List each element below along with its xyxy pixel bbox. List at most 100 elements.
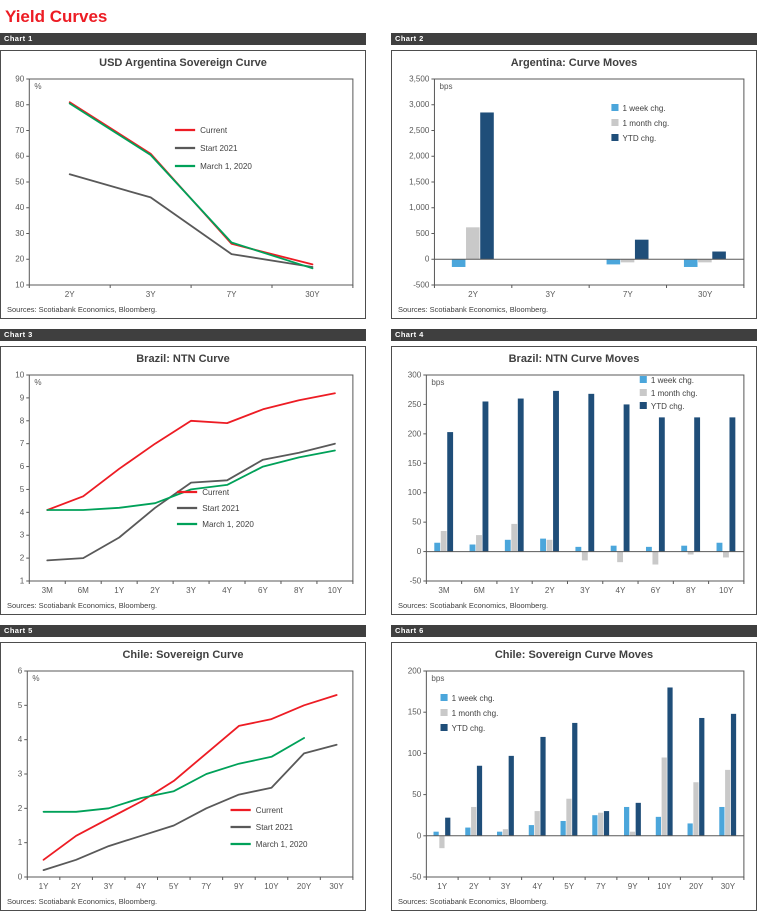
svg-text:90: 90 xyxy=(15,75,25,84)
svg-text:1Y: 1Y xyxy=(510,586,521,595)
svg-text:0: 0 xyxy=(18,873,23,882)
chart-1-tag: Chart 1 xyxy=(0,33,366,45)
svg-text:10Y: 10Y xyxy=(657,882,672,891)
svg-text:bps: bps xyxy=(431,674,444,683)
chart-6-canvas: -50 0 50 100 150 200 1Y 2Y 3Y 4Y 5Y 7Y 9Y 10Y 20Y 30Y bp… xyxy=(408,667,745,891)
svg-text:1: 1 xyxy=(18,838,23,847)
charts-grid: Chart 1 USD Argentina Sovereign Curve 10… xyxy=(0,33,757,911)
chart-3-panel: Brazil: NTN Curve 1 2 3 4 5 6 7 8 9 10 3M 6M 1Y 2Y 3Y 4… xyxy=(0,346,366,615)
svg-text:1 month chg.: 1 month chg. xyxy=(651,389,698,398)
svg-text:3Y: 3Y xyxy=(546,290,557,299)
svg-text:250: 250 xyxy=(408,400,422,409)
svg-text:2,000: 2,000 xyxy=(409,152,430,161)
svg-text:5Y: 5Y xyxy=(564,882,575,891)
svg-text:1,000: 1,000 xyxy=(409,203,430,212)
svg-text:2Y: 2Y xyxy=(468,290,479,299)
svg-text:4: 4 xyxy=(20,508,25,517)
svg-text:30Y: 30Y xyxy=(329,882,344,891)
svg-text:3: 3 xyxy=(20,531,25,540)
chart-5-sources: Sources: Scotiabank Economics, Bloomberg… xyxy=(7,897,158,906)
svg-text:1 week chg.: 1 week chg. xyxy=(623,104,666,113)
svg-text:7: 7 xyxy=(20,439,25,448)
chart-cell-5: Chart 5 Chile: Sovereign Curve 0 1 2 3 4 5 6 1Y… xyxy=(0,625,366,911)
svg-text:bps: bps xyxy=(431,378,444,387)
svg-text:March 1, 2020: March 1, 2020 xyxy=(202,520,254,529)
svg-text:1: 1 xyxy=(20,577,25,586)
chart-cell-3: Chart 3 Brazil: NTN Curve 1 2 3 4 5 6 7 8 9 10 3M 6… xyxy=(0,329,366,615)
svg-text:9Y: 9Y xyxy=(234,882,245,891)
svg-text:1Y: 1Y xyxy=(114,586,125,595)
svg-text:1,500: 1,500 xyxy=(409,178,430,187)
svg-text:1Y: 1Y xyxy=(39,882,50,891)
chart-4-tag: Chart 4 xyxy=(391,329,757,341)
svg-text:10: 10 xyxy=(15,281,25,290)
svg-text:7Y: 7Y xyxy=(227,290,238,299)
chart-3-tag: Chart 3 xyxy=(0,329,366,341)
svg-text:50: 50 xyxy=(412,518,422,527)
svg-text:1 month chg.: 1 month chg. xyxy=(623,119,670,128)
chart-6-title: Chile: Sovereign Curve Moves xyxy=(494,649,654,661)
chart-4-panel: Brazil: NTN Curve Moves -50 0 50 100 150 200 2… xyxy=(391,346,757,615)
svg-text:3Y: 3Y xyxy=(146,290,157,299)
svg-text:100: 100 xyxy=(408,749,422,758)
chart-cell-4: Chart 4 Brazil: NTN Curve Moves -50 0 50 10… xyxy=(391,329,757,615)
chart-cell-6: Chart 6 Chile: Sovereign Curve Moves -50… xyxy=(391,625,757,911)
page-title: Yield Curves xyxy=(5,7,108,26)
chart-6-panel: Chile: Sovereign Curve Moves -50 0 50 100 15… xyxy=(391,642,757,911)
svg-text:10Y: 10Y xyxy=(328,586,343,595)
svg-text:4Y: 4Y xyxy=(533,882,544,891)
svg-text:20Y: 20Y xyxy=(689,882,704,891)
svg-text:3Y: 3Y xyxy=(501,882,512,891)
chart-2-tag: Chart 2 xyxy=(391,33,757,45)
svg-text:6Y: 6Y xyxy=(651,586,662,595)
svg-text:2: 2 xyxy=(18,804,23,813)
svg-text:3: 3 xyxy=(18,770,23,779)
chart-1-sources: Sources: Scotiabank Economics, Bloomberg… xyxy=(7,305,158,314)
svg-text:1 month chg.: 1 month chg. xyxy=(452,709,499,718)
chart-6-tag: Chart 6 xyxy=(391,625,757,637)
svg-text:6: 6 xyxy=(18,667,23,676)
svg-text:2Y: 2Y xyxy=(469,882,480,891)
chart-cell-1: Chart 1 USD Argentina Sovereign Curve 10… xyxy=(0,33,366,319)
svg-text:30: 30 xyxy=(15,229,25,238)
svg-text:3,500: 3,500 xyxy=(409,75,430,84)
chart-2-panel: Argentina: Curve Moves -500 0 500 1,000 1,50… xyxy=(391,50,757,319)
chart-1-title: USD Argentina Sovereign Curve xyxy=(99,57,267,69)
chart-5-title: Chile: Sovereign Curve xyxy=(122,649,244,661)
svg-text:8: 8 xyxy=(20,416,25,425)
chart-5-tag: Chart 5 xyxy=(0,625,366,637)
svg-text:March 1, 2020: March 1, 2020 xyxy=(200,162,252,171)
svg-text:20Y: 20Y xyxy=(297,882,312,891)
svg-text:40: 40 xyxy=(15,203,25,212)
svg-text:3,000: 3,000 xyxy=(409,100,430,109)
svg-text:200: 200 xyxy=(408,667,422,676)
svg-text:YTD chg.: YTD chg. xyxy=(452,724,486,733)
svg-text:%: % xyxy=(34,82,41,91)
svg-text:20: 20 xyxy=(15,255,25,264)
chart-6-sources: Sources: Scotiabank Economics, Bloomberg… xyxy=(398,897,549,906)
svg-text:0: 0 xyxy=(425,255,430,264)
svg-text:60: 60 xyxy=(15,152,25,161)
svg-text:4: 4 xyxy=(18,735,23,744)
svg-text:1 week chg.: 1 week chg. xyxy=(452,694,495,703)
svg-text:6M: 6M xyxy=(474,586,486,595)
svg-text:Start 2021: Start 2021 xyxy=(202,504,240,513)
svg-text:4Y: 4Y xyxy=(222,586,233,595)
chart-3-canvas: 1 2 3 4 5 6 7 8 9 10 3M 6M 1Y 2Y 3Y 4Y 6Y 8Y 10Y% Current St… xyxy=(15,371,354,595)
chart-1-panel: USD Argentina Sovereign Curve 10 20 30 40 50… xyxy=(0,50,366,319)
chart-4-sources: Sources: Scotiabank Economics, Bloomberg… xyxy=(398,601,549,610)
svg-text:4Y: 4Y xyxy=(615,586,626,595)
svg-text:30Y: 30Y xyxy=(698,290,713,299)
svg-text:50: 50 xyxy=(15,178,25,187)
svg-text:YTD chg.: YTD chg. xyxy=(623,134,657,143)
svg-text:-500: -500 xyxy=(413,281,430,290)
chart-5-panel: Chile: Sovereign Curve 0 1 2 3 4 5 6 1Y 2Y 3Y 4Y 5Y… xyxy=(0,642,366,911)
svg-text:300: 300 xyxy=(408,371,422,380)
svg-text:2: 2 xyxy=(20,554,25,563)
svg-text:9: 9 xyxy=(20,393,25,402)
svg-text:30Y: 30Y xyxy=(305,290,320,299)
svg-text:7Y: 7Y xyxy=(201,882,212,891)
chart-3-title: Brazil: NTN Curve xyxy=(136,353,230,365)
svg-text:10: 10 xyxy=(15,371,25,380)
svg-text:-50: -50 xyxy=(410,873,422,882)
